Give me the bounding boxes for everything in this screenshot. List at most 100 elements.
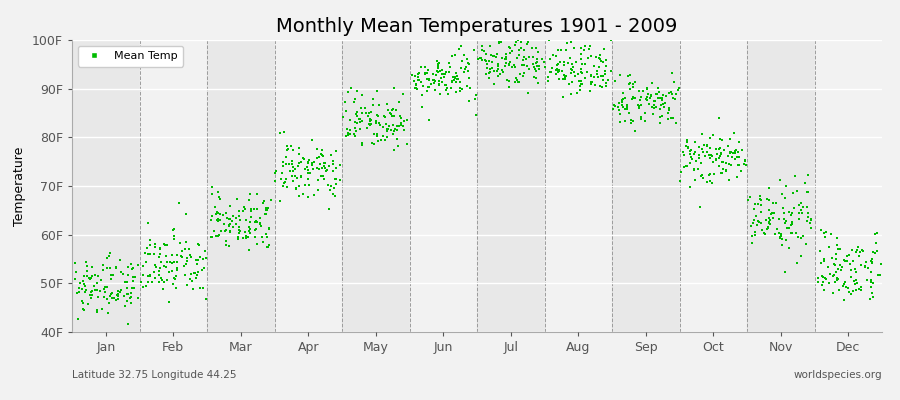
Point bbox=[364, 116, 378, 123]
Point bbox=[142, 272, 157, 278]
Point bbox=[730, 154, 744, 161]
Point bbox=[250, 219, 265, 225]
Point bbox=[139, 259, 153, 266]
Point bbox=[704, 152, 718, 158]
Point bbox=[239, 217, 254, 223]
Point bbox=[291, 163, 305, 169]
Point bbox=[703, 171, 717, 177]
Bar bbox=[342, 40, 410, 332]
Point bbox=[318, 164, 332, 171]
Point bbox=[427, 77, 441, 84]
Point bbox=[599, 57, 614, 64]
Point bbox=[226, 224, 240, 230]
Point bbox=[103, 265, 117, 271]
Point bbox=[477, 48, 491, 54]
Point bbox=[513, 44, 527, 51]
Point bbox=[261, 205, 275, 211]
Point bbox=[578, 61, 592, 67]
Point bbox=[654, 112, 669, 119]
Point bbox=[770, 226, 785, 232]
Point bbox=[730, 174, 744, 180]
Point bbox=[775, 191, 789, 198]
Point bbox=[84, 274, 98, 281]
Point bbox=[318, 160, 332, 166]
Point bbox=[385, 106, 400, 113]
Point bbox=[482, 74, 496, 81]
Point bbox=[703, 154, 717, 161]
Point bbox=[148, 275, 162, 281]
Point bbox=[724, 162, 738, 168]
Point bbox=[624, 120, 638, 126]
Point bbox=[849, 248, 863, 255]
Point bbox=[177, 272, 192, 278]
Point bbox=[695, 146, 709, 152]
Point bbox=[159, 258, 174, 265]
Point bbox=[699, 143, 714, 149]
Point bbox=[715, 170, 729, 176]
Point bbox=[509, 74, 524, 81]
Point bbox=[176, 263, 191, 270]
Point bbox=[232, 226, 247, 233]
Point bbox=[787, 204, 801, 211]
Point bbox=[236, 235, 250, 242]
Point bbox=[778, 194, 792, 201]
Point bbox=[529, 68, 544, 74]
Point bbox=[632, 104, 646, 110]
Point bbox=[653, 120, 668, 126]
Point bbox=[784, 222, 798, 229]
Point bbox=[428, 80, 442, 87]
Point bbox=[438, 69, 453, 75]
Point bbox=[456, 69, 471, 76]
Point bbox=[712, 146, 726, 153]
Point bbox=[734, 168, 748, 174]
Point bbox=[68, 260, 82, 266]
Point bbox=[709, 156, 724, 163]
Point bbox=[652, 106, 667, 112]
Point bbox=[253, 214, 267, 221]
Point bbox=[223, 228, 238, 234]
Point bbox=[530, 62, 544, 69]
Point bbox=[825, 289, 840, 296]
Point bbox=[502, 61, 517, 67]
Point bbox=[723, 150, 737, 156]
Point bbox=[185, 278, 200, 284]
Point bbox=[623, 80, 637, 86]
Point bbox=[121, 284, 135, 291]
Point bbox=[211, 233, 225, 240]
Point bbox=[618, 94, 633, 101]
Point bbox=[136, 263, 150, 269]
Point bbox=[448, 74, 463, 80]
Point bbox=[256, 198, 271, 204]
Point bbox=[830, 242, 844, 248]
Point bbox=[604, 36, 618, 43]
Point bbox=[830, 275, 844, 282]
Point bbox=[111, 293, 125, 300]
Point bbox=[162, 269, 176, 276]
Point bbox=[481, 65, 495, 72]
Point bbox=[587, 63, 601, 70]
Point bbox=[778, 269, 792, 275]
Point bbox=[231, 224, 246, 230]
Point bbox=[535, 55, 549, 62]
Point bbox=[265, 197, 279, 204]
Point bbox=[741, 197, 755, 203]
Point bbox=[670, 86, 685, 93]
Point bbox=[151, 254, 166, 260]
Point bbox=[364, 121, 378, 127]
Point bbox=[698, 142, 712, 149]
Point bbox=[77, 289, 92, 295]
Point bbox=[197, 265, 211, 272]
Point bbox=[100, 296, 114, 302]
Point bbox=[714, 150, 728, 156]
Point bbox=[639, 96, 653, 102]
Point bbox=[643, 94, 657, 101]
Point bbox=[192, 242, 206, 248]
Point bbox=[211, 218, 225, 224]
Point bbox=[664, 91, 679, 98]
Point bbox=[191, 269, 205, 275]
Point bbox=[482, 70, 497, 76]
Point bbox=[491, 61, 506, 67]
Point bbox=[386, 131, 400, 138]
Bar bbox=[207, 40, 274, 332]
Point bbox=[388, 126, 402, 133]
